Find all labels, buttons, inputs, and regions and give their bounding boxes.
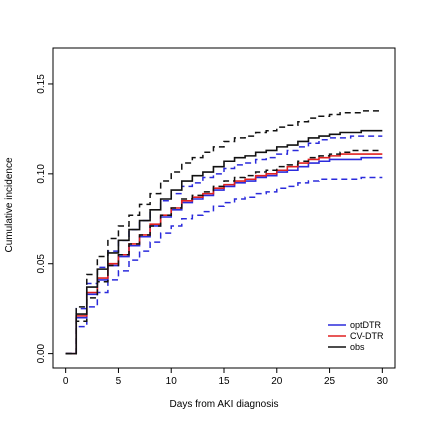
series-optdtr-upper-ci: [65, 135, 383, 355]
legend-label-cv-dtr: CV-DTR: [350, 331, 384, 341]
series-obs-lower-ci: [65, 149, 383, 355]
y-tick-label: 0.15: [36, 74, 47, 94]
series-optdtr-lower-ci: [65, 176, 383, 355]
x-tick-label: 10: [166, 376, 178, 387]
x-tick-label: 0: [63, 376, 69, 387]
y-axis-title: Cumulative incidence: [4, 157, 15, 252]
x-tick-label: 30: [377, 376, 389, 387]
y-tick-label: 0.10: [36, 164, 47, 184]
plot-lines: [65, 110, 383, 355]
x-axis-title: Days from AKI diagnosis: [170, 399, 279, 410]
legend-label-obs: obs: [350, 342, 365, 352]
axes: 0 5 10 15 20 25 30 0.00 0.05 0.10 0.15: [36, 74, 388, 387]
x-tick-label: 5: [116, 376, 122, 387]
series-obs-upper-ci: [65, 110, 383, 355]
x-tick-label: 20: [271, 376, 283, 387]
series-obs-line: [65, 129, 383, 355]
x-tick-label: 15: [218, 376, 230, 387]
x-tick-label: 25: [324, 376, 336, 387]
y-tick-label: 0.05: [36, 254, 47, 274]
y-tick-label: 0.00: [36, 343, 47, 363]
legend-label-optdtr: optDTR: [350, 320, 382, 330]
